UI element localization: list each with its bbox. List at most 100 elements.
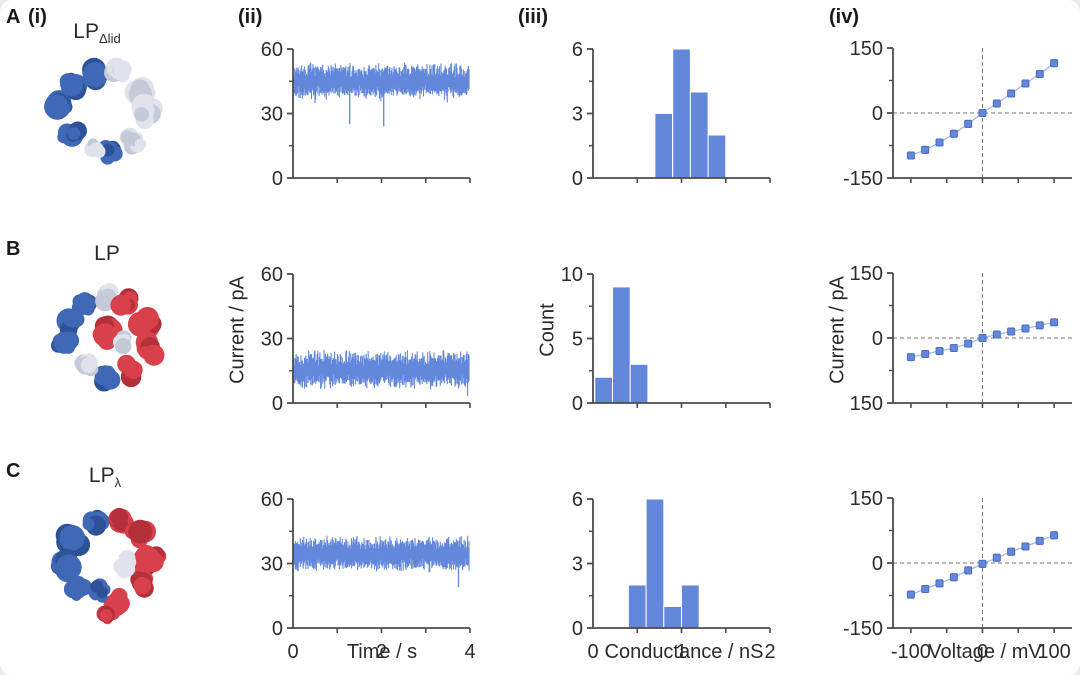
tick-label: 10 [561, 264, 583, 286]
current-trace [293, 62, 470, 104]
pore-hole [91, 545, 109, 563]
col-label-i: (i) [28, 6, 47, 28]
iv-data-point [935, 579, 944, 588]
tick-label: 30 [261, 329, 283, 351]
col-label-iv: (iv) [829, 6, 859, 28]
protein-blob [133, 544, 167, 577]
tick-label: 0 [272, 393, 283, 415]
iv-data-point [906, 590, 915, 599]
protein-title-C-base: LP [88, 464, 115, 487]
iv-data-point [964, 566, 973, 575]
row-label-C: C [6, 460, 21, 482]
protein-title-B: LP [94, 242, 120, 268]
tick-label: 0 [272, 618, 283, 640]
iv-data-point [1021, 542, 1030, 551]
x-axis-label-time: Time / s [346, 641, 418, 663]
tick-label: 0 [572, 393, 583, 415]
protein-blob [50, 548, 82, 583]
chart-A-conductance-histogram: 0 3 6 [572, 39, 771, 190]
tick-label: 2 [764, 641, 775, 663]
protein-blob [71, 292, 98, 316]
protein-blob [110, 288, 139, 316]
iv-data-point [921, 145, 930, 154]
tick-label: 3 [572, 104, 583, 126]
iv-data-point [1035, 70, 1044, 78]
protein-blob [84, 138, 106, 158]
protein-blob [117, 354, 143, 388]
x-axis-label-conductance: Conductance / nS [604, 641, 764, 663]
histogram-bar [627, 584, 647, 629]
protein-title-C: LPλ [89, 464, 121, 490]
protein-blob [135, 331, 165, 366]
tick-label: 0 [977, 641, 988, 663]
chart-C-iv-curve: -150 0 150 -100 0 100 [843, 488, 1072, 663]
histogram-bar [681, 584, 700, 629]
tick-label: 0 [872, 103, 883, 125]
histogram-bar [663, 606, 683, 629]
tick-label: 0 [872, 328, 883, 350]
tick-label: 150 [850, 38, 883, 60]
tick-label: 30 [261, 104, 283, 126]
histogram-bar [707, 134, 727, 179]
current-trace [293, 349, 470, 396]
iv-data-point [949, 573, 958, 582]
col-label-ii: (ii) [238, 6, 263, 28]
protein-blob [113, 549, 137, 579]
iv-data-point [1035, 321, 1044, 330]
tick-label: 60 [261, 264, 283, 286]
iv-data-point [978, 109, 987, 117]
iv-data-point [906, 353, 915, 362]
iv-data-point [992, 330, 1001, 339]
x-axis-label-voltage: Voltage / mV [928, 641, 1042, 663]
current-trace [293, 535, 470, 573]
tick-label: -100 [891, 641, 931, 663]
iv-data-point [949, 129, 958, 138]
protein-blob [108, 507, 134, 534]
protein-structure-A [44, 57, 163, 165]
protein-blob [51, 330, 80, 354]
iv-data-point [921, 350, 930, 359]
protein-blob [82, 509, 110, 536]
tick-label: 100 [1037, 641, 1070, 663]
axes [292, 49, 470, 179]
protein-blob [44, 90, 73, 120]
protein-blob [94, 365, 121, 392]
protein-blob [59, 72, 88, 101]
col-label-iii: (iii) [518, 6, 548, 28]
protein-blob [104, 57, 132, 83]
tick-label: 150 [850, 393, 883, 415]
protein-blob [63, 576, 92, 601]
tick-label: 0 [272, 168, 283, 190]
protein-blob [57, 121, 87, 147]
iv-data-point [1021, 79, 1030, 88]
protein-blob [95, 283, 119, 312]
iv-data-point [1050, 59, 1059, 68]
tick-label: -150 [843, 618, 883, 640]
protein-blob [112, 330, 132, 355]
protein-title-A-base: LP [73, 20, 99, 43]
tick-label: 6 [572, 489, 583, 511]
chart-B-conductance-histogram: 0 5 10 [561, 264, 771, 415]
tick-label: 150 [850, 488, 883, 510]
iv-data-point [1007, 547, 1016, 556]
tick-label: 0 [587, 641, 598, 663]
tick-label: -150 [843, 168, 883, 190]
chart-B-current-trace: 0 30 60 [261, 264, 471, 415]
protein-blob [88, 578, 111, 603]
pore-hole [92, 99, 118, 125]
tick-label: 150 [850, 263, 883, 285]
protein-blob [82, 57, 109, 91]
tick-label: 60 [261, 489, 283, 511]
iv-data-point [1035, 536, 1044, 545]
iv-data-point [1007, 327, 1016, 336]
iv-data-point [1050, 531, 1059, 540]
tick-label: 0 [287, 641, 298, 663]
protein-structure-C [50, 507, 167, 625]
protein-title-B-base: LP [94, 242, 120, 265]
protein-title-A: LPΔlid [73, 20, 120, 46]
tick-label: 5 [572, 329, 583, 351]
tick-label: 1 [676, 641, 687, 663]
iv-data-point [949, 343, 958, 352]
histogram-bar [654, 113, 674, 179]
protein-blob [74, 353, 99, 377]
